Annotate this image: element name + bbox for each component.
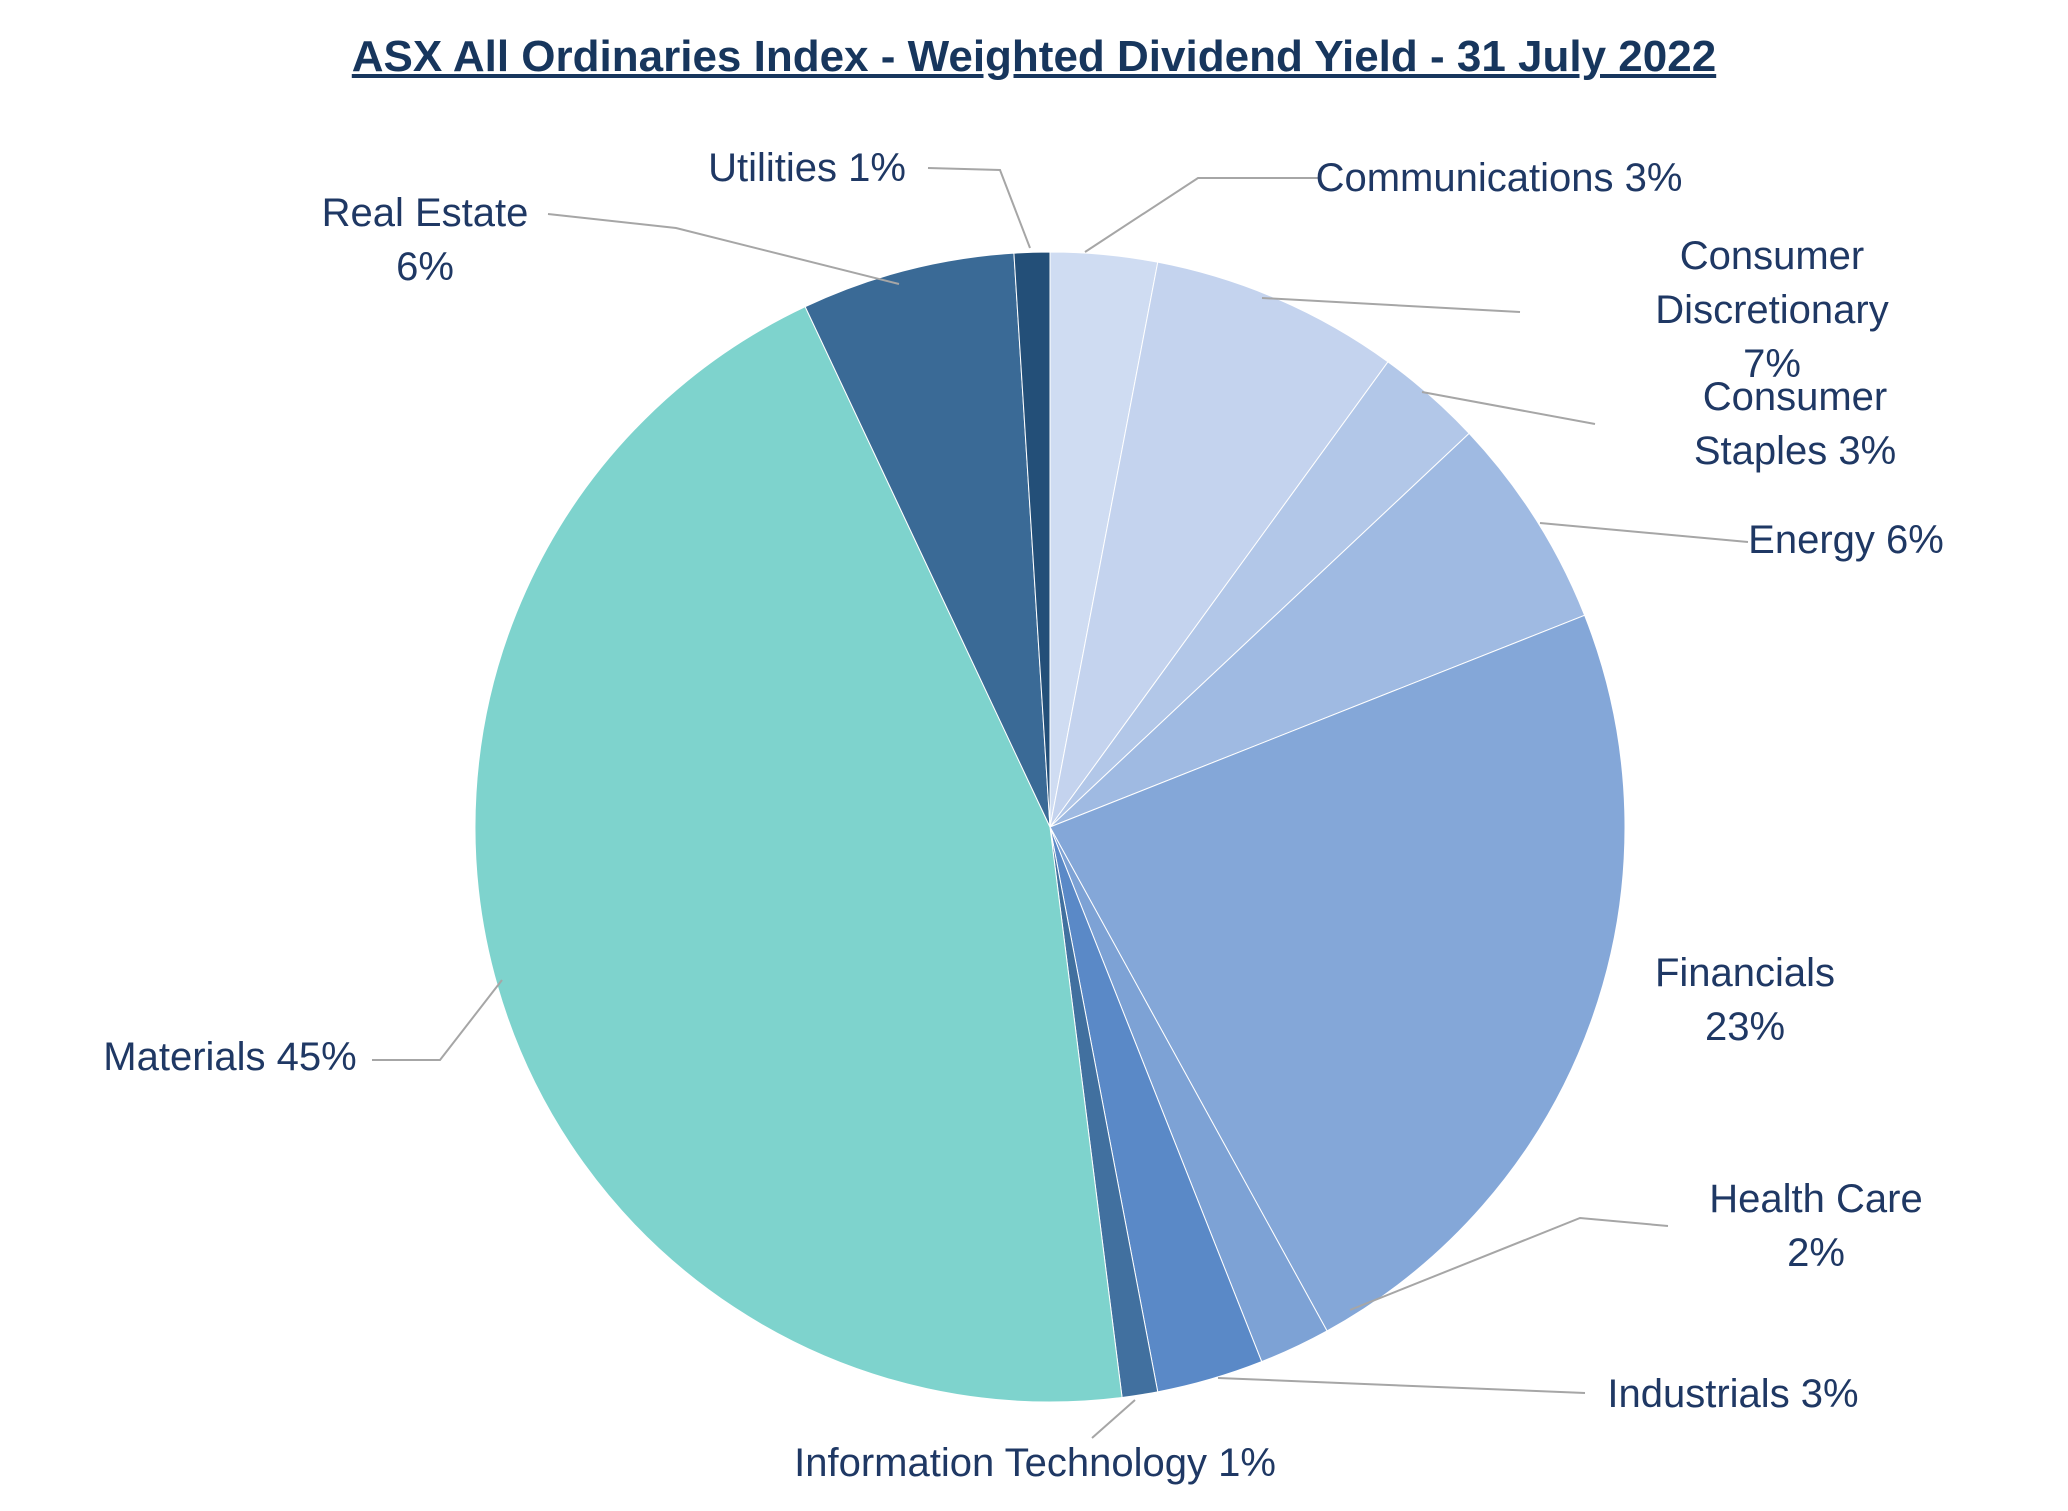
slice-label-real-estate: Real Estate 6% bbox=[321, 191, 529, 289]
leader-line-health-care bbox=[1349, 1216, 1669, 1311]
pie-slice-materials bbox=[474, 306, 1123, 1403]
slice-label-energy: Energy 6% bbox=[1748, 518, 1944, 562]
leader-line-communications bbox=[1084, 177, 1320, 253]
pie-slice-financials bbox=[1049, 614, 1626, 1332]
leader-line-industrials bbox=[1217, 1377, 1586, 1394]
leader-line-consumer-discretionary bbox=[1261, 297, 1521, 313]
pie-slice-energy bbox=[1049, 432, 1586, 828]
slice-label-consumer-staples: Consumer Staples 3% bbox=[1693, 375, 1897, 473]
pie-slice-real-estate bbox=[804, 252, 1051, 828]
slice-label-information-technology: Information Technology 1% bbox=[794, 1441, 1276, 1485]
leader-line-consumer-staples bbox=[1421, 391, 1596, 425]
slice-label-industrials: Industrials 3% bbox=[1607, 1372, 1859, 1416]
leader-line-energy bbox=[1539, 522, 1749, 543]
leader-line-materials bbox=[372, 979, 503, 1061]
slice-label-financials: Financials 23% bbox=[1654, 951, 1836, 1049]
pie-slice-utilities bbox=[1013, 251, 1051, 828]
slice-label-consumer-discretionary: Consumer Discretionary 7% bbox=[1655, 234, 1889, 386]
chart-title: ASX All Ordinaries Index - Weighted Divi… bbox=[351, 32, 1717, 81]
slice-label-utilities: Utilities 1% bbox=[708, 146, 906, 190]
leader-line-real-estate bbox=[547, 213, 900, 285]
leader-line-utilities bbox=[927, 167, 1031, 249]
leader-line-information-technology bbox=[1091, 1399, 1136, 1439]
slice-label-health-care: Health Care 2% bbox=[1709, 1177, 1923, 1275]
slice-label-communications: Communications 3% bbox=[1315, 156, 1683, 200]
slice-label-materials: Materials 45% bbox=[103, 1035, 357, 1079]
